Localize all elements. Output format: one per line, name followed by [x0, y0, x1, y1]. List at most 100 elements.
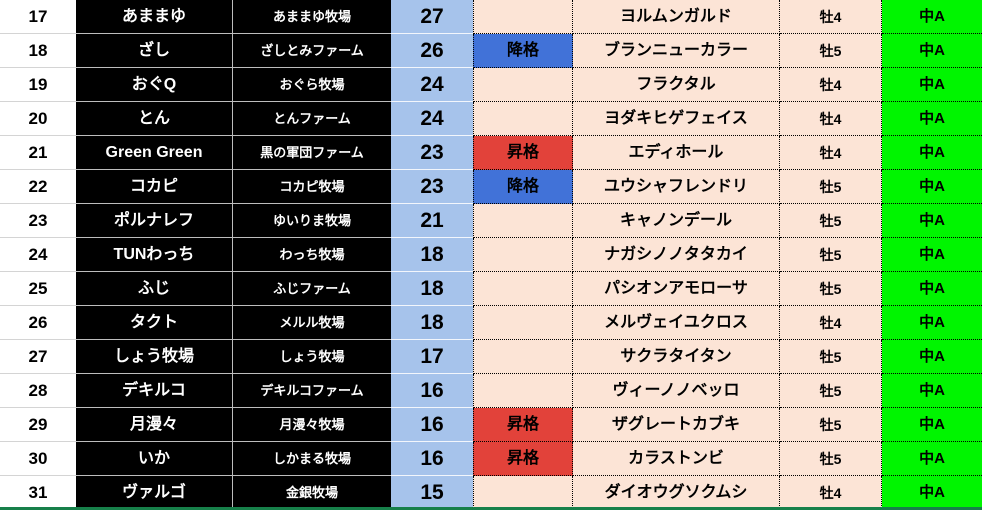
rank-cell[interactable]: 24 [0, 238, 76, 272]
score-cell[interactable]: 18 [391, 238, 473, 272]
class-cell[interactable]: 中A [882, 136, 982, 170]
class-cell[interactable]: 中A [882, 340, 982, 374]
sex-age-cell[interactable]: 牡5 [780, 272, 882, 306]
score-cell[interactable]: 24 [391, 102, 473, 136]
horse-name-cell[interactable]: ブランニューカラー [573, 34, 780, 68]
status-cell[interactable] [473, 374, 573, 408]
class-cell[interactable]: 中A [882, 408, 982, 442]
class-cell[interactable]: 中A [882, 272, 982, 306]
score-cell[interactable]: 27 [391, 0, 473, 34]
owner-name-cell[interactable]: ふじ [76, 272, 233, 306]
sex-age-cell[interactable]: 牡5 [780, 442, 882, 476]
farm-name-cell[interactable]: 黒の軍団ファーム [233, 136, 391, 170]
score-cell[interactable]: 16 [391, 374, 473, 408]
score-cell[interactable]: 17 [391, 340, 473, 374]
class-cell[interactable]: 中A [882, 34, 982, 68]
class-cell[interactable]: 中A [882, 476, 982, 510]
class-cell[interactable]: 中A [882, 374, 982, 408]
class-cell[interactable]: 中A [882, 170, 982, 204]
farm-name-cell[interactable]: コカピ牧場 [233, 170, 391, 204]
owner-name-cell[interactable]: タクト [76, 306, 233, 340]
rank-cell[interactable]: 23 [0, 204, 76, 238]
rank-cell[interactable]: 27 [0, 340, 76, 374]
owner-name-cell[interactable]: あままゆ [76, 0, 233, 34]
rank-cell[interactable]: 20 [0, 102, 76, 136]
farm-name-cell[interactable]: 金銀牧場 [233, 476, 391, 510]
class-cell[interactable]: 中A [882, 0, 982, 34]
class-cell[interactable]: 中A [882, 102, 982, 136]
score-cell[interactable]: 15 [391, 476, 473, 510]
sex-age-cell[interactable]: 牡5 [780, 238, 882, 272]
rank-cell[interactable]: 17 [0, 0, 76, 34]
horse-name-cell[interactable]: メルヴェイユクロス [573, 306, 780, 340]
class-cell[interactable]: 中A [882, 306, 982, 340]
farm-name-cell[interactable]: あままゆ牧場 [233, 0, 391, 34]
status-cell[interactable] [473, 306, 573, 340]
sex-age-cell[interactable]: 牡4 [780, 306, 882, 340]
farm-name-cell[interactable]: 月漫々牧場 [233, 408, 391, 442]
sex-age-cell[interactable]: 牡5 [780, 204, 882, 238]
farm-name-cell[interactable]: ざしとみファーム [233, 34, 391, 68]
farm-name-cell[interactable]: デキルコファーム [233, 374, 391, 408]
farm-name-cell[interactable]: しかまる牧場 [233, 442, 391, 476]
sex-age-cell[interactable]: 牡5 [780, 34, 882, 68]
rank-cell[interactable]: 28 [0, 374, 76, 408]
status-cell[interactable]: 降格 [473, 170, 573, 204]
class-cell[interactable]: 中A [882, 68, 982, 102]
status-cell[interactable] [473, 68, 573, 102]
horse-name-cell[interactable]: ザグレートカブキ [573, 408, 780, 442]
horse-name-cell[interactable]: キャノンデール [573, 204, 780, 238]
owner-name-cell[interactable]: コカピ [76, 170, 233, 204]
horse-name-cell[interactable]: ヴィーノノベッロ [573, 374, 780, 408]
owner-name-cell[interactable]: おぐQ [76, 68, 233, 102]
farm-name-cell[interactable]: メルル牧場 [233, 306, 391, 340]
horse-name-cell[interactable]: ユウシャフレンドリ [573, 170, 780, 204]
class-cell[interactable]: 中A [882, 204, 982, 238]
status-cell[interactable]: 昇格 [473, 136, 573, 170]
horse-name-cell[interactable]: カラストンビ [573, 442, 780, 476]
owner-name-cell[interactable]: ポルナレフ [76, 204, 233, 238]
status-cell[interactable] [473, 476, 573, 510]
horse-name-cell[interactable]: エディホール [573, 136, 780, 170]
owner-name-cell[interactable]: TUNわっち [76, 238, 233, 272]
status-cell[interactable]: 降格 [473, 34, 573, 68]
class-cell[interactable]: 中A [882, 442, 982, 476]
rank-cell[interactable]: 26 [0, 306, 76, 340]
score-cell[interactable]: 21 [391, 204, 473, 238]
farm-name-cell[interactable]: ふじファーム [233, 272, 391, 306]
owner-name-cell[interactable]: ヴァルゴ [76, 476, 233, 510]
rank-cell[interactable]: 22 [0, 170, 76, 204]
farm-name-cell[interactable]: しょう牧場 [233, 340, 391, 374]
score-cell[interactable]: 23 [391, 170, 473, 204]
sex-age-cell[interactable]: 牡5 [780, 408, 882, 442]
sex-age-cell[interactable]: 牡4 [780, 68, 882, 102]
status-cell[interactable] [473, 272, 573, 306]
owner-name-cell[interactable]: 月漫々 [76, 408, 233, 442]
sex-age-cell[interactable]: 牡4 [780, 136, 882, 170]
sex-age-cell[interactable]: 牡5 [780, 170, 882, 204]
owner-name-cell[interactable]: しょう牧場 [76, 340, 233, 374]
rank-cell[interactable]: 18 [0, 34, 76, 68]
rank-cell[interactable]: 25 [0, 272, 76, 306]
score-cell[interactable]: 23 [391, 136, 473, 170]
score-cell[interactable]: 16 [391, 408, 473, 442]
score-cell[interactable]: 18 [391, 272, 473, 306]
rank-cell[interactable]: 31 [0, 476, 76, 510]
class-cell[interactable]: 中A [882, 238, 982, 272]
sex-age-cell[interactable]: 牡4 [780, 102, 882, 136]
status-cell[interactable] [473, 238, 573, 272]
sex-age-cell[interactable]: 牡5 [780, 340, 882, 374]
status-cell[interactable]: 昇格 [473, 408, 573, 442]
score-cell[interactable]: 18 [391, 306, 473, 340]
rank-cell[interactable]: 30 [0, 442, 76, 476]
score-cell[interactable]: 24 [391, 68, 473, 102]
owner-name-cell[interactable]: Green Green [76, 136, 233, 170]
status-cell[interactable] [473, 0, 573, 34]
score-cell[interactable]: 16 [391, 442, 473, 476]
status-cell[interactable] [473, 102, 573, 136]
farm-name-cell[interactable]: おぐら牧場 [233, 68, 391, 102]
owner-name-cell[interactable]: ざし [76, 34, 233, 68]
sex-age-cell[interactable]: 牡4 [780, 0, 882, 34]
rank-cell[interactable]: 21 [0, 136, 76, 170]
horse-name-cell[interactable]: サクラタイタン [573, 340, 780, 374]
